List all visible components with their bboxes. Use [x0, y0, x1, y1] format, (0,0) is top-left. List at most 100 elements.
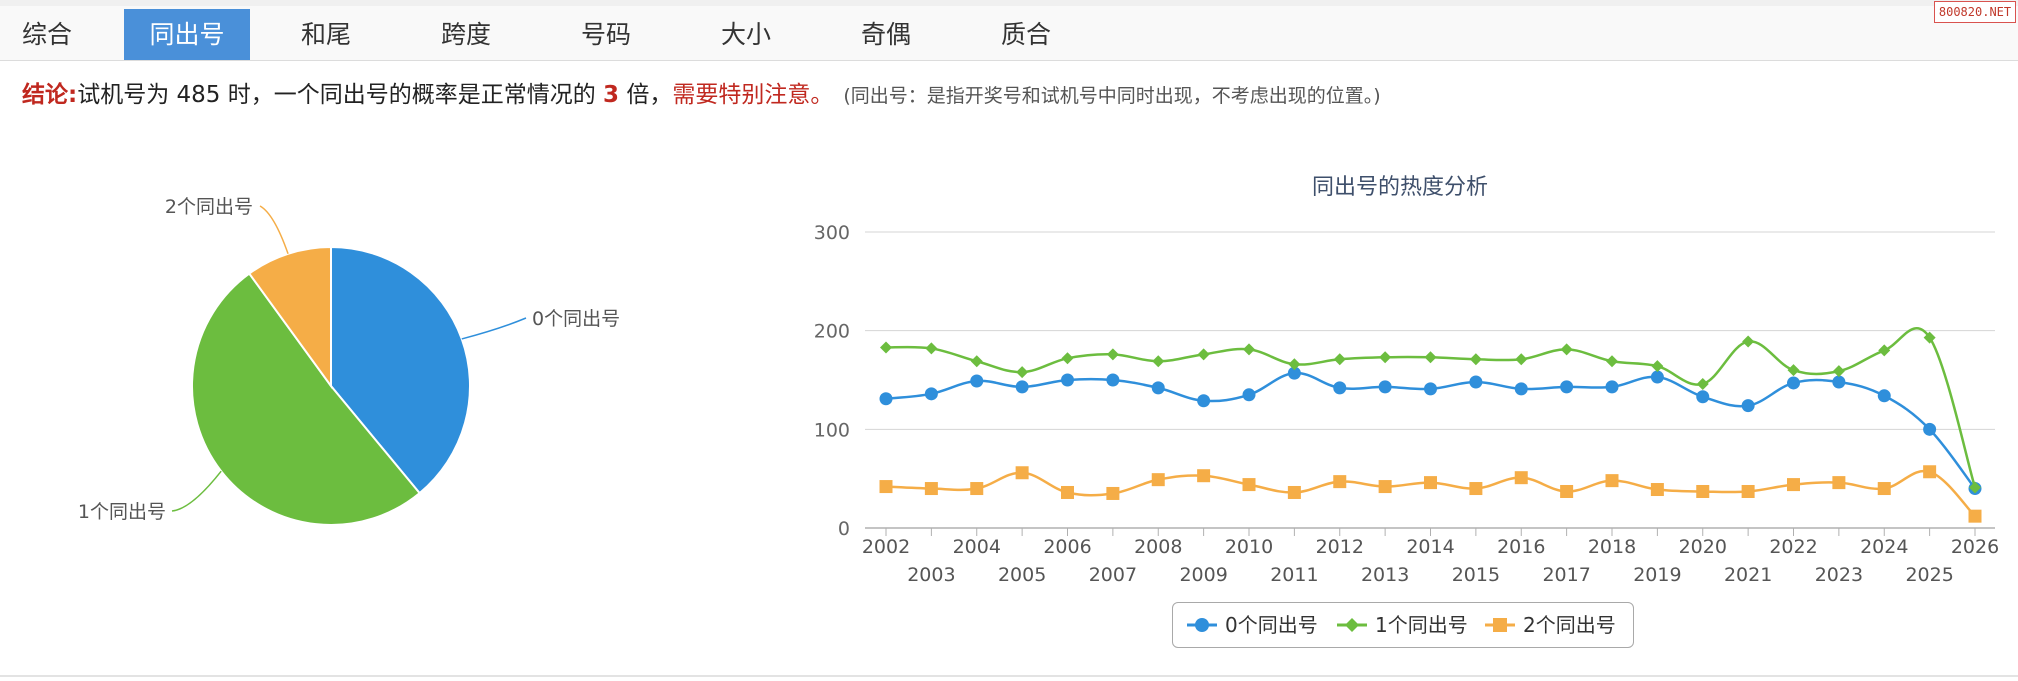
tab-label: 大小 [720, 20, 771, 49]
pie-label-1: 1个同出号 [78, 501, 166, 523]
data-point-s2-19 [1741, 484, 1755, 498]
pie-connector-1 [171, 470, 222, 512]
data-point-s2-7 [1197, 469, 1211, 483]
data-point-s0-2 [970, 374, 984, 388]
tab-zhihe[interactable]: 质合 [970, 9, 1082, 60]
y-tick-label-2: 200 [814, 321, 850, 343]
site-watermark: 800820.NET [1934, 1, 2016, 23]
chart-legend: 0个同出号 1个同出号 2个同出号 [1172, 602, 1634, 648]
y-tick-label-1: 100 [814, 419, 850, 441]
legend-label-0: 0个同出号 [1225, 613, 1318, 637]
data-point-s2-11 [1378, 480, 1392, 494]
data-point-s2-2 [970, 482, 984, 496]
x-tick-label-11: 2013 [1361, 564, 1409, 586]
data-point-s0-13 [1469, 375, 1483, 389]
tab-bar: 综合 同出号 和尾 跨度 号码 大小 奇偶 质合 [0, 6, 2018, 61]
data-point-s0-11 [1378, 380, 1392, 394]
tab-tongchuhao[interactable]: 同出号 [124, 9, 250, 60]
data-point-s0-6 [1151, 381, 1165, 395]
tab-hewei[interactable]: 和尾 [270, 9, 382, 60]
x-tick-label-15: 2017 [1542, 564, 1590, 586]
data-point-s1-20 [1787, 364, 1800, 377]
tab-zonghe[interactable]: 综合 [0, 9, 94, 60]
data-point-s1-12 [1424, 351, 1437, 364]
data-point-s0-7 [1197, 394, 1211, 408]
x-tick-label-6: 2008 [1134, 536, 1182, 558]
data-point-s1-9 [1288, 358, 1301, 371]
data-point-s0-20 [1787, 376, 1800, 390]
data-point-s1-14 [1515, 353, 1528, 366]
data-point-s2-6 [1151, 473, 1165, 487]
conclusion-line: 结论:试机号为 485 时，一个同出号的概率是正常情况的 3 倍，需要特别注意。… [22, 78, 1381, 112]
data-point-s1-16 [1606, 355, 1618, 368]
data-point-s2-1 [924, 482, 938, 496]
legend-label-2: 2个同出号 [1523, 613, 1616, 637]
data-point-s0-21 [1832, 375, 1846, 389]
tab-label: 跨度 [440, 20, 491, 49]
data-point-s0-5 [1106, 373, 1120, 387]
pie-label-2: 2个同出号 [165, 196, 253, 218]
data-point-s0-17 [1650, 370, 1664, 384]
tab-daxiao[interactable]: 大小 [690, 9, 802, 60]
data-point-s1-21 [1832, 365, 1845, 378]
data-point-s0-23 [1923, 422, 1937, 436]
data-point-s0-4 [1061, 373, 1074, 387]
pie-label-0: 0个同出号 [532, 308, 620, 330]
x-tick-label-20: 2022 [1769, 536, 1817, 558]
pie-connector-2 [259, 205, 289, 255]
x-tick-label-13: 2015 [1452, 564, 1500, 586]
data-point-s2-24 [1968, 509, 1982, 523]
data-point-s0-1 [924, 387, 938, 401]
top-strip [0, 0, 2018, 6]
x-tick-label-8: 2010 [1225, 536, 1273, 558]
conclusion-multiplier: 3 [603, 82, 620, 108]
x-tick-label-16: 2018 [1588, 536, 1636, 558]
x-tick-label-12: 2014 [1406, 536, 1454, 558]
data-point-s1-7 [1197, 348, 1210, 361]
x-tick-label-23: 2025 [1905, 564, 1953, 586]
data-point-s1-18 [1696, 377, 1709, 390]
chart-title: 同出号的热度分析 [1312, 175, 1488, 200]
legend-marker-square-icon [1485, 618, 1515, 632]
data-point-s0-14 [1514, 382, 1528, 396]
x-tick-label-1: 2003 [907, 564, 955, 586]
data-point-s2-10 [1333, 475, 1347, 489]
data-point-s0-18 [1696, 390, 1710, 404]
data-point-s1-8 [1243, 343, 1255, 356]
data-point-s2-22 [1877, 482, 1891, 496]
data-point-s1-0 [880, 341, 892, 354]
tab-jiou[interactable]: 奇偶 [830, 9, 942, 60]
data-point-s2-16 [1605, 474, 1619, 488]
tab-label: 和尾 [300, 20, 351, 49]
data-point-s1-22 [1878, 344, 1891, 357]
tab-kuadu[interactable]: 跨度 [410, 9, 522, 60]
conclusion-label: 结论: [22, 82, 78, 108]
data-point-s0-10 [1333, 381, 1347, 395]
data-point-s1-13 [1469, 353, 1482, 366]
data-point-s1-4 [1061, 352, 1074, 365]
legend-marker-circle-icon [1187, 618, 1217, 632]
pie-connector-0 [461, 317, 527, 340]
conclusion-note: (同出号：是指开奖号和试机号中同时出现，不考虑出现的位置。) [843, 85, 1381, 107]
data-point-s1-15 [1560, 343, 1573, 356]
conclusion-warning: 需要特别注意。 [672, 82, 834, 108]
data-point-s2-9 [1287, 485, 1301, 499]
data-point-s2-14 [1514, 471, 1528, 485]
x-tick-label-18: 2020 [1679, 536, 1727, 558]
line-chart: 同出号的热度分析 0 100 200 300 2002 2003 2004 2005 2006 20… [814, 175, 1999, 586]
data-point-s0-3 [1015, 380, 1029, 394]
data-point-s1-10 [1333, 353, 1346, 366]
data-point-s2-17 [1650, 483, 1664, 497]
legend-marker-diamond-icon [1337, 618, 1367, 632]
data-point-s1-19 [1742, 335, 1755, 348]
tab-haoma[interactable]: 号码 [550, 9, 662, 60]
data-point-s1-17 [1651, 360, 1664, 373]
data-point-s2-20 [1787, 478, 1800, 492]
pie-slice-0 [330, 245, 471, 495]
data-point-s1-5 [1106, 348, 1119, 361]
data-point-s0-8 [1242, 388, 1256, 402]
legend-label-1: 1个同出号 [1375, 613, 1468, 637]
data-point-s2-13 [1469, 482, 1483, 496]
x-tick-label-21: 2023 [1815, 564, 1863, 586]
data-point-s0-0 [879, 392, 893, 406]
